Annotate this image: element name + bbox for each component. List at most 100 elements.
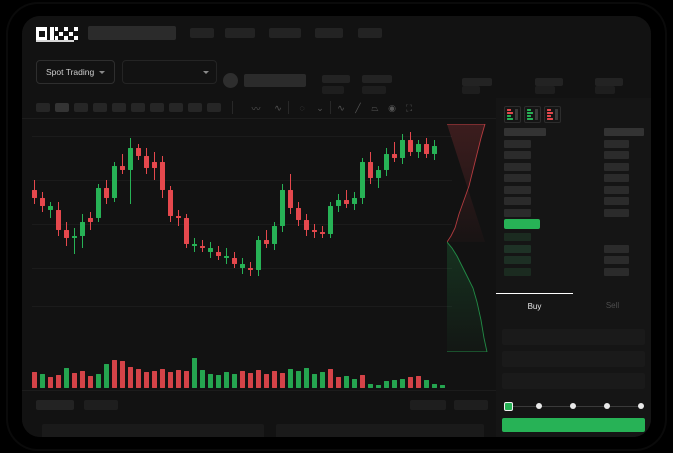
slider-stop-50[interactable] xyxy=(570,403,576,409)
orderbook-ask-row-value xyxy=(604,197,629,205)
candle xyxy=(424,118,429,314)
compare-icon[interactable]: ∿ xyxy=(274,102,282,113)
orderbook-ask-row[interactable] xyxy=(504,174,531,182)
orderbook-ask-row[interactable] xyxy=(504,139,531,148)
submit-buy-button[interactable] xyxy=(502,418,645,432)
timeframe-10[interactable] xyxy=(207,103,221,112)
orderbook-ask-row-value xyxy=(604,174,629,182)
candle xyxy=(264,118,269,314)
orderbook-ask-row[interactable] xyxy=(504,185,531,194)
bottom-card-2 xyxy=(276,424,484,437)
volume-bar xyxy=(352,379,357,388)
orderbook-ask-row[interactable] xyxy=(504,208,531,217)
volume-bar xyxy=(360,375,365,388)
volume-bar xyxy=(432,384,437,388)
orderbook-spread-highlight[interactable] xyxy=(504,219,540,229)
bottom-action-1[interactable] xyxy=(410,400,446,410)
timeframe-2[interactable] xyxy=(55,103,69,112)
bottom-tab-open-orders[interactable] xyxy=(36,400,74,410)
stat-low-label xyxy=(462,78,492,86)
chevron-down-icon[interactable]: ⌄ xyxy=(316,102,324,113)
volume-bar xyxy=(240,371,245,388)
volume-bar xyxy=(200,370,205,388)
volume-bar xyxy=(368,384,373,388)
camera-icon[interactable]: ⏢ xyxy=(371,102,379,113)
orderbook-bid-row[interactable] xyxy=(504,244,531,253)
orderbook-bid-row[interactable] xyxy=(504,233,531,241)
gridline xyxy=(32,224,452,225)
volume-bar xyxy=(112,360,117,388)
candle xyxy=(328,118,333,314)
timeframe-8[interactable] xyxy=(169,103,183,112)
candle xyxy=(352,118,357,314)
top-navigation-bar xyxy=(22,16,651,50)
candle xyxy=(104,118,109,314)
line-style-icon[interactable]: ∿ xyxy=(337,102,345,113)
spot-trading-label: Spot Trading xyxy=(46,67,95,77)
nav-item-2[interactable] xyxy=(225,28,255,38)
timeframe-3[interactable] xyxy=(74,103,88,112)
order-percent-slider[interactable] xyxy=(504,402,644,411)
candle xyxy=(96,118,101,314)
search-input[interactable] xyxy=(88,26,176,40)
nav-item-3[interactable] xyxy=(269,28,301,38)
nav-item-4[interactable] xyxy=(315,28,343,38)
orders-bottom-panel xyxy=(22,390,496,437)
candle xyxy=(208,118,213,314)
volume-bar xyxy=(184,371,189,388)
orderbook-ask-row-value xyxy=(604,208,629,217)
orderbook-ask-row[interactable] xyxy=(504,162,531,171)
timeframe-1[interactable] xyxy=(36,103,50,112)
orderbook-bid-row[interactable] xyxy=(504,256,531,264)
tab-buy[interactable]: Buy xyxy=(496,293,573,318)
order-price-field[interactable] xyxy=(502,329,645,345)
nav-item-1[interactable] xyxy=(190,28,214,38)
orderbook-asks-icon[interactable] xyxy=(544,106,561,123)
stat-turnover-value xyxy=(595,86,615,94)
orderbook-header[interactable] xyxy=(504,128,546,136)
draw-pencil-icon[interactable]: ╱ xyxy=(355,102,361,113)
settings-gear-icon[interactable]: ◉ xyxy=(388,102,396,113)
tablet-device-frame: Spot Trading 〰 ∿ ◌ ⌄ ∿ ╱ ⏢ xyxy=(8,4,665,449)
timeframe-9[interactable] xyxy=(188,103,202,112)
slider-stop-75[interactable] xyxy=(604,403,610,409)
slider-stop-100[interactable] xyxy=(638,403,644,409)
orderbook-bid-row[interactable] xyxy=(504,267,531,276)
volume-bar xyxy=(152,371,157,388)
timeframe-4[interactable] xyxy=(93,103,107,112)
orderbook-ask-row[interactable] xyxy=(504,197,531,205)
candlestick-series xyxy=(22,118,462,314)
orderbook-header-value xyxy=(604,128,644,136)
orderbook-mixed-icon[interactable] xyxy=(504,106,521,123)
volume-bar xyxy=(208,374,213,388)
nav-item-5[interactable] xyxy=(358,28,382,38)
trading-pair-select[interactable] xyxy=(122,60,217,84)
order-amount-field[interactable] xyxy=(502,351,645,367)
spot-trading-dropdown[interactable]: Spot Trading xyxy=(36,60,116,84)
stat-change-value xyxy=(322,86,344,94)
orderbook-ask-row[interactable] xyxy=(504,151,531,159)
alert-icon[interactable]: ◌ xyxy=(299,103,305,113)
fullscreen-icon[interactable]: ⛶ xyxy=(405,102,413,113)
orderbook-bid-row-value xyxy=(604,244,629,253)
okx-logo[interactable] xyxy=(36,27,78,40)
slider-stop-25[interactable] xyxy=(536,403,542,409)
candle xyxy=(256,118,261,314)
tab-sell[interactable]: Sell xyxy=(574,293,651,317)
volume-bar xyxy=(88,376,93,388)
orderbook-bids-icon[interactable] xyxy=(524,106,541,123)
volume-bar xyxy=(264,374,269,388)
timeframe-6[interactable] xyxy=(131,103,145,112)
candle xyxy=(280,118,285,314)
slider-handle[interactable] xyxy=(504,402,513,411)
orderbook-ask-row-value xyxy=(604,185,629,194)
bottom-action-2[interactable] xyxy=(454,400,488,410)
bottom-tab-order-history[interactable] xyxy=(84,400,118,410)
timeframe-7[interactable] xyxy=(150,103,164,112)
timeframe-5[interactable] xyxy=(112,103,126,112)
candle xyxy=(120,118,125,314)
indicators-icon[interactable]: 〰 xyxy=(251,103,261,114)
price-chart[interactable] xyxy=(22,118,462,390)
order-total-field[interactable] xyxy=(502,373,645,389)
volume-bar xyxy=(304,368,309,388)
